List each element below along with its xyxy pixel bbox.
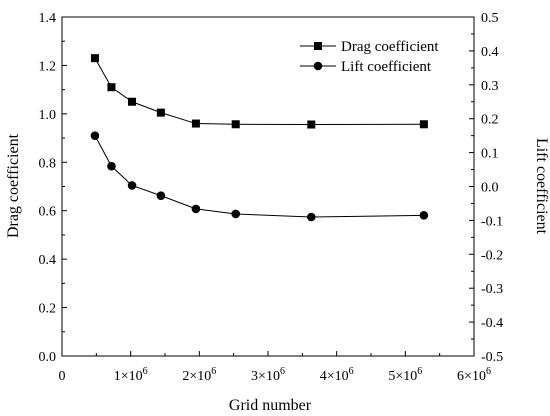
y-tick-label: 0.2	[39, 302, 57, 317]
data-point-square	[156, 108, 165, 117]
y2-tick-label: -0.3	[481, 282, 503, 297]
data-point-square	[90, 54, 99, 63]
data-point-square	[419, 120, 428, 129]
legend-marker-circle	[313, 61, 323, 71]
data-point-square	[107, 83, 116, 92]
x-tick-label: 4×106	[320, 366, 354, 384]
axes-layer: 0.0 0.2 0.4 0.6 0.8 1.0 1.2 1.4 -0.5 -0.4 -0.3 -0.2…	[39, 11, 504, 384]
legend: Drag coefficient Lift coefficient	[300, 39, 439, 75]
data-point-circle	[231, 209, 241, 219]
legend-label: Lift coefficient	[341, 59, 432, 75]
y-tick-label: 0.6	[39, 205, 57, 220]
x-tick-label: 1×106	[114, 366, 148, 384]
x-tick-label: 2×106	[182, 366, 216, 384]
data-point-circle	[419, 211, 429, 220]
y2-tick-label: 0.1	[481, 147, 499, 162]
y2-tick-label: -0.5	[481, 350, 503, 365]
legend-label: Drag coefficient	[341, 39, 439, 55]
y2-tick-label: 0.3	[481, 79, 499, 94]
series-drag	[90, 54, 428, 129]
x-axis-title: Grid number	[229, 397, 312, 414]
data-point-circle	[306, 212, 316, 222]
data-point-circle	[156, 191, 166, 200]
y-tick-label: 0.4	[39, 253, 57, 268]
series-layer	[90, 54, 429, 222]
y2-axis-title: Lift coefficient	[533, 138, 550, 235]
y2-tick-label: 0.2	[481, 113, 499, 128]
x-tick-label: 0	[59, 369, 66, 384]
data-point-square	[231, 120, 240, 129]
series-lift	[90, 131, 429, 222]
y-tick-label: 1.4	[39, 11, 57, 26]
data-point-circle	[90, 131, 100, 140]
data-point-square	[128, 97, 137, 106]
data-point-square	[307, 120, 316, 129]
x-tick-label: 3×106	[251, 366, 285, 384]
y-axis-title: Drag coefficient	[5, 133, 22, 238]
y2-tick-label: -0.4	[481, 316, 503, 331]
y2-tick-label: 0.4	[481, 45, 499, 60]
y2-tick-label: 0.0	[481, 181, 499, 196]
y-tick-label: 1.2	[39, 59, 57, 74]
y2-tick-label: 0.5	[481, 11, 499, 26]
data-point-square	[191, 119, 200, 128]
y2-tick-label: -0.1	[481, 214, 503, 229]
y-tick-label: 0.8	[39, 156, 57, 171]
data-point-circle	[191, 204, 201, 214]
legend-marker-square	[314, 42, 322, 50]
y-tick-label: 0.0	[39, 350, 57, 365]
series-line	[94, 135, 424, 218]
data-point-circle	[127, 181, 137, 190]
y-tick-label: 1.0	[39, 108, 57, 123]
data-point-circle	[107, 161, 116, 171]
x-tick-label: 6×106	[457, 366, 491, 384]
y2-tick-label: -0.2	[481, 248, 503, 263]
x-tick-label: 5×106	[388, 366, 422, 384]
